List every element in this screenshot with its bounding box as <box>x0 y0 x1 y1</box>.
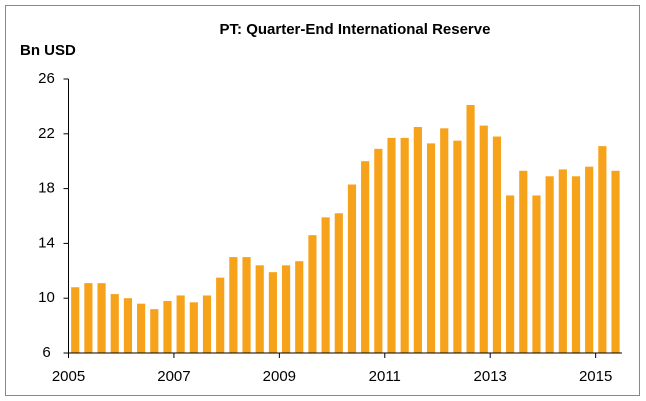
y-tick-label: 14 <box>38 234 55 251</box>
bar <box>611 170 620 353</box>
bar <box>110 294 119 353</box>
y-tick-label: 18 <box>38 180 55 197</box>
bar <box>387 137 396 353</box>
bar <box>453 140 462 353</box>
bar <box>466 105 475 353</box>
bar <box>255 265 264 353</box>
bar <box>71 287 80 353</box>
bar <box>361 161 370 353</box>
x-tick-label: 2007 <box>157 368 190 385</box>
bar <box>281 265 291 353</box>
bar <box>189 302 198 353</box>
bar <box>268 272 277 353</box>
x-tick-label: 2015 <box>579 368 612 385</box>
chart-frame <box>5 5 640 396</box>
bar <box>150 309 159 353</box>
bar <box>479 125 488 353</box>
bar <box>295 261 304 353</box>
bar <box>347 184 357 353</box>
bar <box>163 300 172 353</box>
bar <box>321 217 330 353</box>
bar <box>216 277 225 353</box>
x-tick-label: 2005 <box>52 368 85 385</box>
bar <box>426 143 436 353</box>
bar <box>84 283 93 353</box>
bar <box>97 283 106 353</box>
bar <box>558 169 567 353</box>
x-tick-label: 2013 <box>474 368 507 385</box>
bar <box>374 148 383 353</box>
y-tick-label: 6 <box>42 344 50 361</box>
x-tick-label: 2011 <box>369 368 401 385</box>
bar <box>492 136 502 353</box>
x-tick-label: 2009 <box>263 368 296 385</box>
bar <box>598 146 607 353</box>
bar <box>400 137 409 353</box>
y-axis-label: Bn USD <box>20 42 76 59</box>
bar <box>545 176 554 353</box>
bar <box>229 257 238 353</box>
chart-title: PT: Quarter-End International Reserve <box>220 21 491 38</box>
bar <box>334 213 343 353</box>
bar <box>308 235 317 353</box>
bar <box>506 195 515 353</box>
bar <box>242 257 251 353</box>
bar <box>123 298 133 353</box>
bar <box>532 195 541 353</box>
bar <box>571 176 581 353</box>
y-tick-label: 22 <box>38 125 55 142</box>
y-tick-label: 10 <box>38 289 55 306</box>
bar <box>176 295 185 353</box>
bar <box>137 303 146 353</box>
bar <box>519 170 528 353</box>
bar <box>440 128 449 353</box>
bar <box>585 166 594 353</box>
bar <box>202 295 212 353</box>
bar <box>413 126 422 353</box>
y-tick-label: 26 <box>38 70 55 87</box>
